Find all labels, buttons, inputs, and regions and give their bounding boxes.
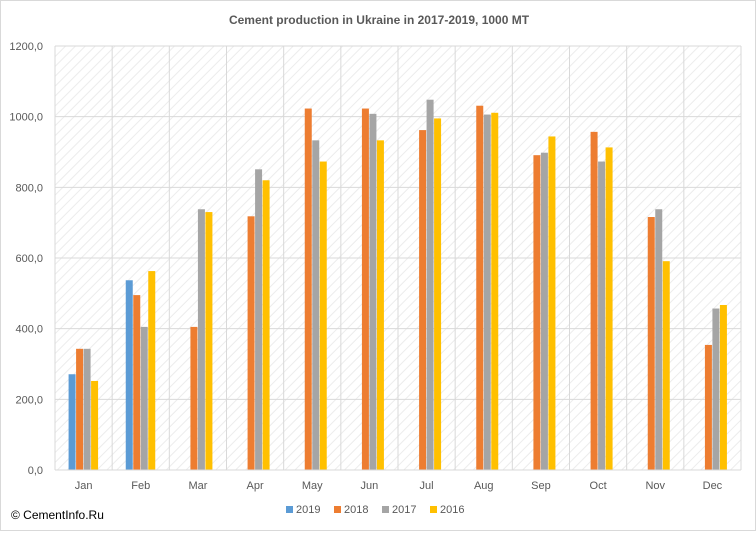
bar-2017-oct — [598, 161, 606, 471]
legend-swatch-2019 — [286, 506, 293, 513]
bar-2016-jan — [91, 380, 99, 470]
x-tick-label: Jun — [361, 480, 379, 492]
bar-2016-apr — [262, 180, 270, 470]
bar-2017-dec — [712, 308, 720, 470]
bar-2018-aug — [476, 105, 484, 471]
legend-label-2017: 2017 — [392, 504, 416, 516]
x-tick-label: Dec — [703, 480, 723, 492]
bar-2016-aug — [491, 112, 499, 470]
legend-label-2016: 2016 — [440, 504, 464, 516]
bar-2019-jan — [68, 374, 76, 470]
bar-2016-nov — [662, 261, 670, 470]
bar-2018-feb — [133, 295, 141, 470]
x-tick-label: Sep — [531, 480, 551, 492]
bar-2016-jul — [434, 118, 442, 470]
legend-swatch-2016 — [430, 506, 437, 513]
copyright-text: © CementInfo.Ru — [11, 508, 104, 522]
bar-2018-nov — [647, 217, 655, 470]
bar-2017-feb — [140, 326, 148, 470]
bar-2016-jun — [376, 140, 384, 470]
bar-2016-oct — [605, 147, 613, 470]
x-tick-label: May — [302, 480, 323, 492]
bar-2017-may — [312, 140, 320, 470]
bar-2018-apr — [247, 216, 255, 470]
bar-2018-mar — [190, 326, 198, 470]
legend-swatch-2018 — [334, 506, 341, 513]
bar-2018-jun — [361, 108, 369, 470]
bar-2018-dec — [704, 344, 712, 470]
bar-2018-jul — [419, 130, 427, 471]
y-tick-label: 400,0 — [15, 324, 43, 336]
bars — [68, 99, 727, 471]
bar-2016-mar — [205, 212, 213, 471]
y-tick-label: 600,0 — [15, 253, 43, 265]
x-tick-label: Feb — [131, 480, 150, 492]
chart-title: Cement production in Ukraine in 2017-201… — [229, 13, 530, 27]
legend: 2019 2018 2017 2016 — [286, 504, 464, 516]
y-tick-label: 0,0 — [28, 465, 43, 477]
x-tick-label: Jul — [420, 480, 434, 492]
x-tick-label: Apr — [247, 480, 264, 492]
bar-2016-dec — [719, 304, 727, 470]
gridlines — [54, 45, 742, 471]
bar-2017-jan — [83, 348, 91, 470]
legend-label-2019: 2019 — [296, 504, 320, 516]
x-tick-label: Aug — [474, 480, 494, 492]
bar-2017-apr — [255, 169, 263, 470]
x-tick-label: Mar — [188, 480, 207, 492]
bar-2016-feb — [148, 271, 156, 470]
bar-2017-jul — [426, 99, 434, 470]
bar-2016-sep — [548, 136, 556, 470]
bar-2018-jan — [76, 348, 84, 470]
y-tick-label: 200,0 — [15, 394, 43, 406]
legend-label-2018: 2018 — [344, 504, 368, 516]
bar-2016-may — [319, 161, 327, 471]
bar-2017-sep — [540, 152, 548, 470]
bar-2018-sep — [533, 155, 541, 470]
y-tick-label: 800,0 — [15, 182, 43, 194]
bar-2018-may — [304, 108, 312, 470]
y-tick-label: 1000,0 — [9, 112, 43, 124]
bar-2017-mar — [197, 209, 205, 471]
x-tick-label: Nov — [645, 480, 665, 492]
y-tick-label: 1200,0 — [9, 41, 43, 53]
bar-2019-feb — [125, 280, 133, 470]
bar-2018-oct — [590, 131, 598, 471]
bar-2017-nov — [655, 209, 663, 471]
legend-swatch-2017 — [382, 506, 389, 513]
axes: 0,0 200,0 400,0 600,0 800,0 1000,0 1200,0 Jan Fe… — [9, 41, 741, 492]
bar-2017-jun — [369, 113, 377, 470]
x-tick-label: Oct — [590, 480, 607, 492]
bar-2017-aug — [483, 114, 491, 471]
x-tick-label: Jan — [75, 480, 93, 492]
